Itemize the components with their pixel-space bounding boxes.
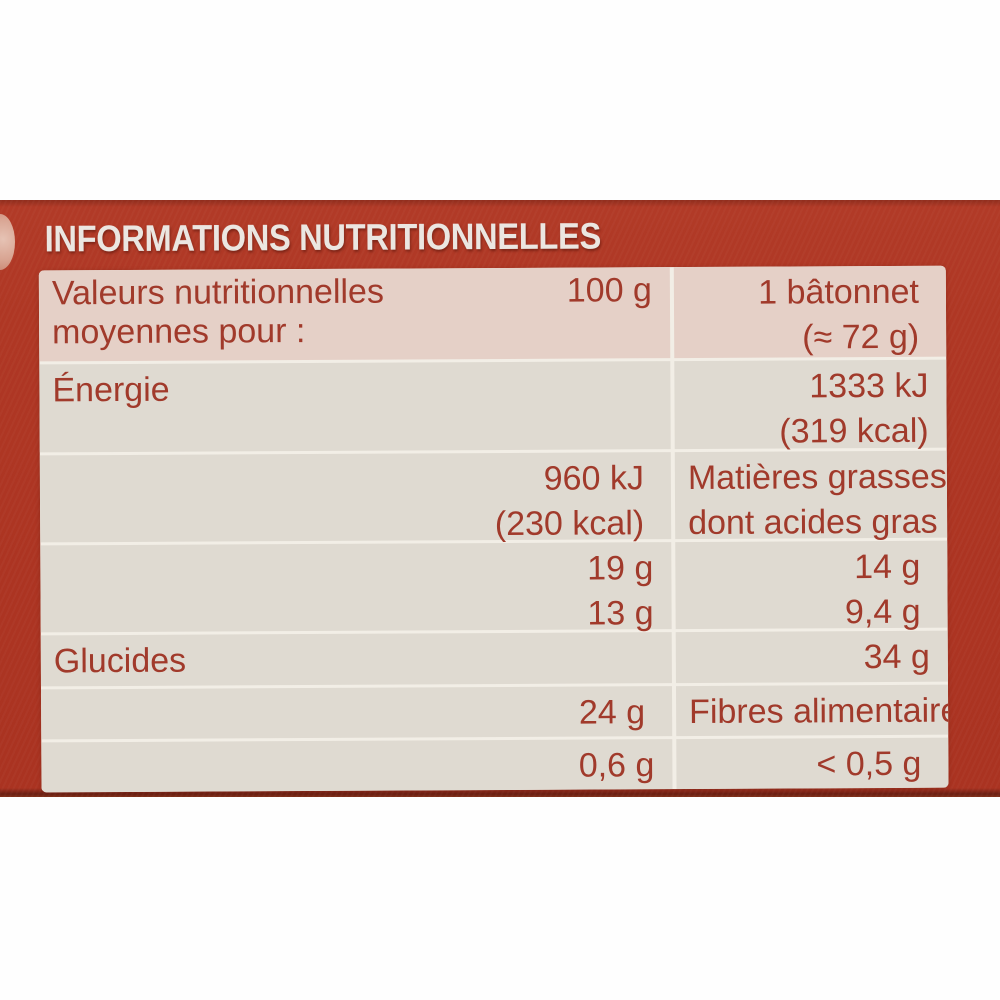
per-100g-cell: 2,8 g [676, 790, 949, 793]
header-label-stack: Valeurs nutritionnelles moyennes pour : [52, 273, 384, 362]
row-label-line: Énergie [52, 370, 170, 410]
table-header-label-cell: Valeurs nutritionnelles moyennes pour : … [38, 267, 671, 362]
per-batonnet-cell: 14 g 9,4 g [675, 540, 948, 631]
per-batonnet-line: 14 g [854, 547, 921, 587]
per-100g-line: 1333 kJ [809, 366, 929, 406]
header-per-100g-label: 100 g [566, 271, 653, 310]
per-batonnet-line: < 0,5 g [816, 744, 922, 784]
row-label-line: Matières grasses [687, 457, 947, 498]
header-batonnet-line: (≈ 72 g) [802, 317, 920, 357]
row-label-line: Glucides [53, 641, 187, 681]
per-batonnet-line: 24 g [578, 693, 646, 732]
per-100g-line: 19 g [587, 549, 654, 588]
panel-content: INFORMATIONS NUTRITIONNELLES Valeurs nut… [0, 197, 1000, 799]
per-batonnet-line: (230 kcal) [494, 504, 645, 544]
row-label-line: dont acides gras saturés [688, 502, 948, 543]
header-label-line: Valeurs nutritionnelles [51, 272, 385, 313]
per-100g-line: 13 g [587, 594, 654, 633]
per-100g-cell: 0,6 g [41, 739, 673, 793]
table-header-batonnet-cell: 1 bâtonnet (≈ 72 g) [673, 265, 947, 359]
per-100g-line: 0,6 g [578, 746, 655, 785]
row-label-cell: Énergie [39, 361, 671, 453]
per-100g-line: (319 kcal) [779, 411, 929, 451]
per-100g-cell: 1333 kJ (319 kcal) [674, 359, 947, 451]
per-batonnet-cell: 24 g22 g [40, 686, 673, 777]
per-100g-line: 34 g [863, 637, 930, 677]
header-batonnet-line: 1 bâtonnet [758, 272, 920, 312]
per-batonnet-cell: < 0,5 g [676, 737, 949, 790]
nutrition-panel: INFORMATIONS NUTRITIONNELLES Valeurs nut… [0, 200, 1000, 797]
per-100g-cell: 19 g 13 g [40, 542, 672, 633]
panel-title: INFORMATIONS NUTRITIONNELLES [44, 215, 602, 260]
header-label-line: moyennes pour : [52, 312, 306, 352]
row-label-cell: Fibres alimentaires [675, 684, 949, 737]
per-batonnet-cell: 960 kJ (230 kcal) [39, 452, 672, 543]
label-sticker-edge [0, 214, 15, 270]
nutrition-table: Valeurs nutritionnelles moyennes pour : … [38, 265, 949, 793]
per-batonnet-line: 960 kJ [543, 459, 644, 498]
per-100g-cell: 34 g30 g [675, 630, 948, 721]
row-label-cell: Glucidesdont sucres [40, 632, 672, 725]
row-label-line: Fibres alimentaires [689, 691, 949, 732]
per-batonnet-line: 9,4 g [844, 592, 921, 632]
